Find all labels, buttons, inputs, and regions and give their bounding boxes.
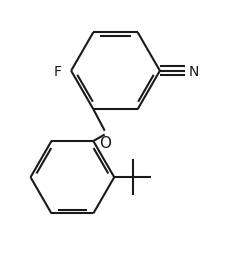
Text: N: N bbox=[189, 65, 199, 78]
Text: O: O bbox=[99, 135, 111, 150]
Text: F: F bbox=[53, 65, 61, 78]
